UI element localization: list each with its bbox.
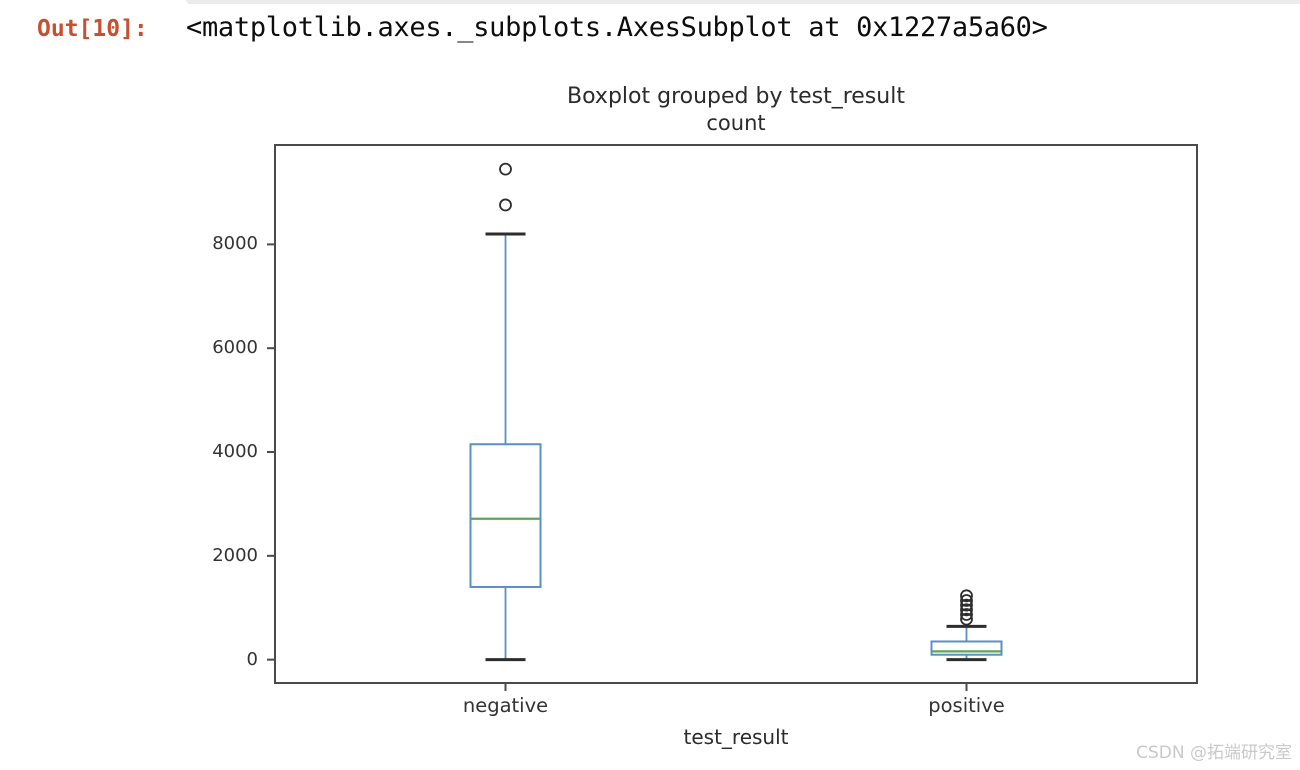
- outlier-point: [960, 598, 973, 612]
- outlier-point: [960, 589, 973, 603]
- outlier-point: [960, 608, 973, 621]
- outlier-point: [960, 612, 973, 626]
- y-tick-label: 6000: [212, 337, 258, 359]
- outlier-point: [960, 603, 973, 617]
- chart-subtitle: count: [706, 111, 766, 135]
- y-tick-label: 8000: [212, 233, 258, 255]
- watermark: CSDN @拓端研究室: [1136, 743, 1292, 763]
- code-cell-bottom-edge: [186, 0, 1300, 4]
- y-tick-label: 0: [246, 648, 258, 670]
- box-negative: [469, 162, 542, 662]
- outlier-point: [499, 198, 512, 212]
- boxplot-canvas: [267, 144, 1198, 691]
- y-tick-label: 2000: [212, 544, 258, 566]
- x-tick-label-positive: positive: [928, 694, 1005, 717]
- plot-frame: [274, 144, 1198, 684]
- plot-area: [267, 144, 1198, 691]
- x-tick-label-negative: negative: [462, 694, 549, 717]
- output-repr-text: <matplotlib.axes._subplots.AxesSubplot a…: [186, 12, 1048, 43]
- x-axis-label: test_result: [683, 725, 789, 749]
- outlier-point: [960, 594, 973, 607]
- y-tick-label: 4000: [212, 441, 258, 463]
- chart-title: Boxplot grouped by test_result: [567, 84, 905, 109]
- box-positive: [930, 589, 1003, 662]
- out-prompt: Out[10]:: [37, 16, 148, 42]
- outlier-point: [499, 162, 512, 176]
